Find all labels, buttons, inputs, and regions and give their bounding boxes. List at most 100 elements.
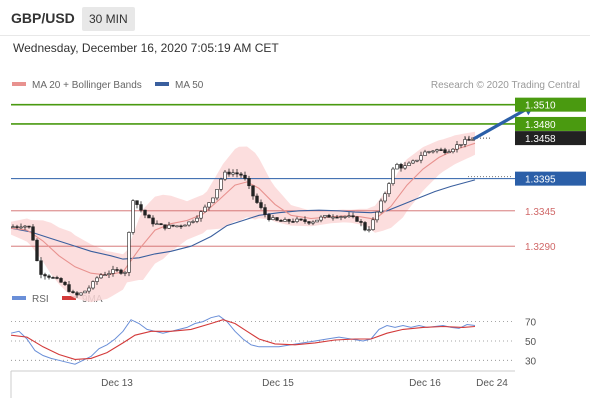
rsi-tick-label-1: 50	[525, 337, 537, 348]
level-label-4: 1.3345	[525, 207, 556, 218]
candle-body	[411, 160, 415, 164]
candle-body	[459, 144, 463, 146]
candle-body	[271, 217, 275, 221]
level-label-bg-0	[515, 97, 586, 112]
candle-body	[255, 195, 259, 203]
rsi-swatch	[12, 296, 26, 301]
candle-body	[47, 275, 51, 278]
candle-body	[467, 139, 471, 141]
candle-body	[139, 204, 143, 211]
level-label-bg-1	[515, 116, 586, 131]
credit-text: Research © 2020 Trading Central	[430, 80, 580, 91]
candle-body	[251, 185, 255, 197]
candle-body	[203, 206, 207, 213]
candle-body	[403, 165, 407, 169]
ma20-swatch	[12, 82, 26, 87]
candle-body	[423, 151, 427, 156]
rsi-line	[10, 315, 476, 365]
level-label-5: 1.3290	[525, 242, 556, 253]
candle-body	[63, 281, 67, 285]
candle-body	[367, 229, 371, 231]
candle-body	[315, 219, 319, 223]
candle-body	[307, 221, 311, 224]
ma20-line	[10, 142, 476, 276]
candle-body	[443, 149, 447, 153]
candle-body	[279, 220, 283, 222]
ma20-label: MA 20 + Bollinger Bands	[32, 80, 142, 91]
candle-body	[415, 159, 419, 162]
candle-body	[439, 149, 443, 151]
candle-body	[371, 219, 375, 230]
candle-body	[427, 151, 431, 153]
candle-body	[235, 172, 239, 175]
candle-body	[83, 290, 87, 294]
rsi-tick-label-0: 30	[525, 356, 537, 367]
rsi-tick-label-2: 70	[525, 318, 537, 329]
candle-body	[179, 225, 183, 228]
candle-body	[447, 151, 451, 154]
candle-body	[287, 219, 291, 222]
x-tick-label-1: Dec 15	[262, 378, 294, 389]
candle-body	[451, 148, 455, 153]
rsi-ma-line	[10, 319, 476, 360]
candle-body	[75, 292, 79, 296]
level-label-3: 1.3395	[525, 175, 556, 186]
candle-body	[347, 215, 351, 218]
candle-body	[87, 287, 91, 292]
datetime-label: Wednesday, December 16, 2020 7:05:19 AM …	[13, 41, 279, 55]
candle-body	[295, 218, 299, 222]
candle-body	[339, 216, 343, 218]
candle-body	[343, 216, 347, 218]
candle-body	[387, 183, 391, 195]
rsi-label: RSI	[32, 294, 49, 305]
candle-body	[267, 214, 271, 221]
candle-body	[199, 211, 203, 219]
candle-body	[283, 219, 287, 222]
candle-body	[155, 223, 159, 225]
ma50-label: MA 50	[175, 80, 204, 91]
candle-body	[159, 223, 163, 226]
candle-body	[43, 274, 47, 277]
candle-body	[143, 209, 147, 216]
candle-body	[395, 164, 399, 170]
candle-body	[175, 225, 179, 228]
candle-body	[223, 171, 227, 180]
candle-body	[195, 217, 199, 222]
candle-body	[171, 224, 175, 227]
candle-body	[291, 221, 295, 223]
candle-body	[55, 277, 59, 279]
candle-body	[227, 171, 231, 175]
candle-body	[115, 269, 119, 271]
candle-body	[23, 225, 27, 228]
x-tick-label-0: Dec 13	[101, 378, 133, 389]
level-label-2: 1.3458	[525, 134, 556, 145]
candle-body	[39, 260, 43, 275]
candle-body	[359, 221, 363, 223]
candle-body	[259, 202, 263, 208]
candle-body	[119, 269, 123, 274]
candle-body	[111, 269, 115, 274]
candle-body	[335, 216, 339, 219]
candle-body	[319, 216, 323, 221]
candle-body	[79, 292, 83, 296]
candle-body	[391, 168, 395, 184]
interval-badge[interactable]: 30 MIN	[82, 7, 135, 31]
candle-body	[463, 139, 467, 145]
candle-body	[147, 214, 151, 219]
candle-body	[431, 150, 435, 153]
candle-body	[59, 278, 63, 283]
level-label-bg-2	[515, 131, 586, 146]
candle-body	[247, 178, 251, 187]
candle-body	[163, 224, 167, 229]
candle-body	[35, 239, 39, 262]
candle-body	[383, 193, 387, 202]
level-label-0: 1.3510	[525, 101, 556, 112]
candle-body	[311, 221, 315, 224]
candle-body	[363, 222, 367, 231]
candle-body	[127, 232, 131, 273]
candle-body	[95, 277, 99, 282]
candle-body	[131, 200, 135, 233]
candle-body	[27, 225, 31, 228]
candle-body	[107, 273, 111, 276]
